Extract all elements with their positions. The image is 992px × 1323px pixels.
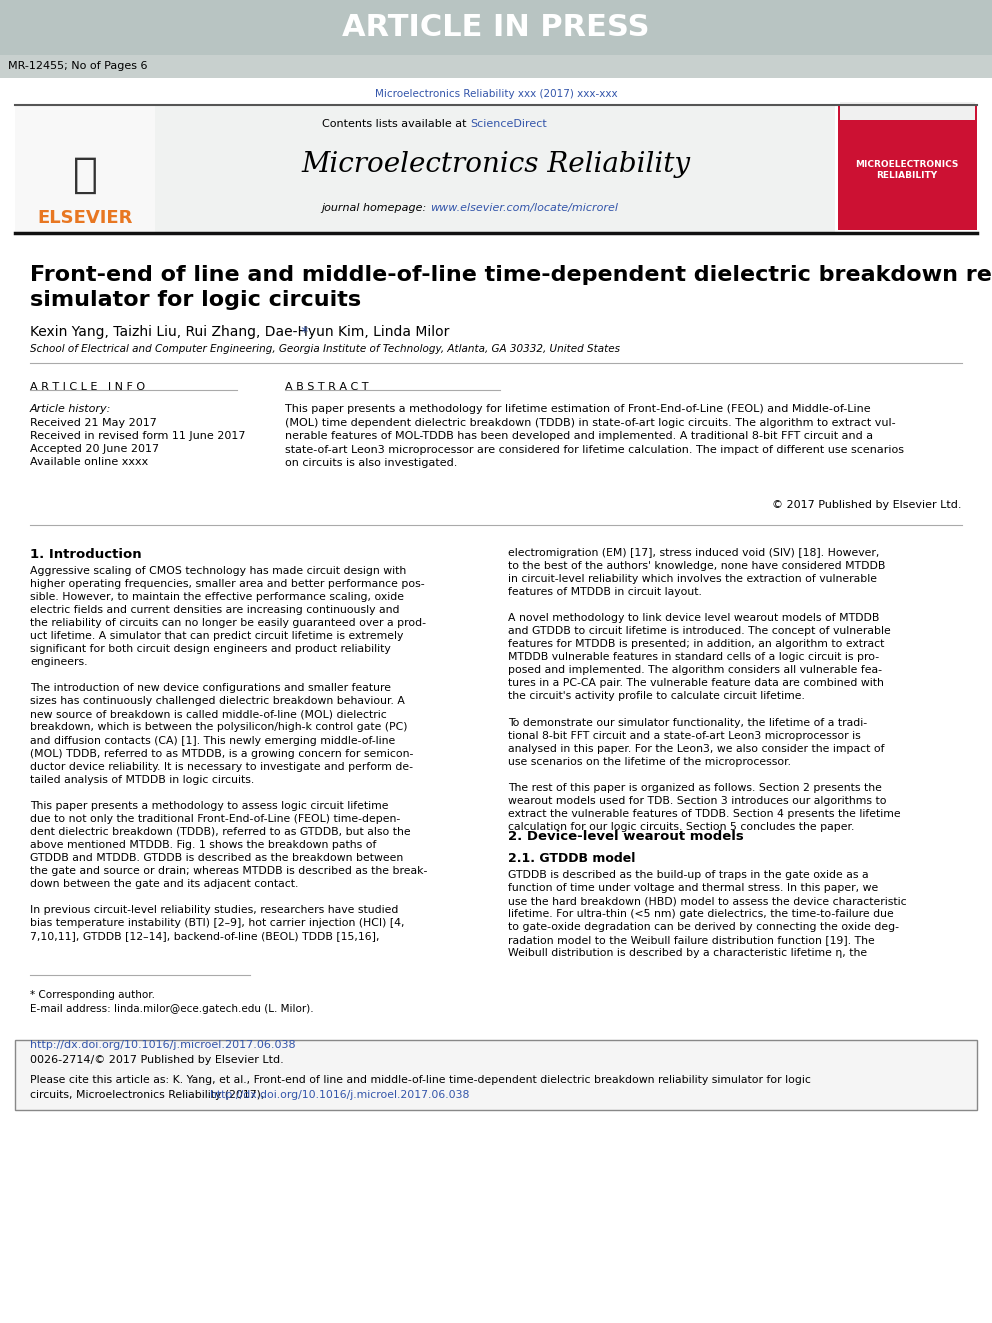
Bar [838, 105, 977, 230]
Bar [155, 105, 835, 232]
Text: * Corresponding author.: * Corresponding author. [30, 990, 155, 1000]
Text: *: * [30, 325, 309, 339]
Text: Received in revised form 11 June 2017: Received in revised form 11 June 2017 [30, 431, 245, 441]
Bar [15, 1040, 977, 1110]
Bar [0, 0, 992, 56]
Text: Microelectronics Reliability xxx (2017) xxx-xxx: Microelectronics Reliability xxx (2017) … [375, 89, 617, 99]
Bar [0, 56, 992, 78]
Text: E-mail address: linda.milor@ece.gatech.edu (L. Milor).: E-mail address: linda.milor@ece.gatech.e… [30, 1004, 313, 1013]
Text: MR-12455; No of Pages 6: MR-12455; No of Pages 6 [8, 61, 148, 71]
Text: Accepted 20 June 2017: Accepted 20 June 2017 [30, 445, 159, 454]
Text: ARTICLE IN PRESS: ARTICLE IN PRESS [342, 12, 650, 41]
Text: Kexin Yang, Taizhi Liu, Rui Zhang, Dae-Hyun Kim, Linda Milor: Kexin Yang, Taizhi Liu, Rui Zhang, Dae-H… [30, 325, 453, 339]
Text: Aggressive scaling of CMOS technology has made circuit design with
higher operat: Aggressive scaling of CMOS technology ha… [30, 566, 428, 941]
Text: Contents lists available at: Contents lists available at [322, 119, 470, 130]
Text: Microelectronics Reliability: Microelectronics Reliability [302, 152, 690, 179]
Text: www.elsevier.com/locate/microrel: www.elsevier.com/locate/microrel [430, 202, 618, 213]
Text: Received 21 May 2017: Received 21 May 2017 [30, 418, 157, 429]
Bar [15, 105, 155, 232]
Text: Available online xxxx: Available online xxxx [30, 456, 148, 467]
Text: MICROELECTRONICS
RELIABILITY: MICROELECTRONICS RELIABILITY [855, 160, 958, 180]
Text: Front-end of line and middle-of-line time-dependent dielectric breakdown reliabi: Front-end of line and middle-of-line tim… [30, 265, 992, 310]
Text: 🌲: 🌲 [72, 153, 97, 196]
Text: A B S T R A C T: A B S T R A C T [285, 382, 368, 392]
Text: 2. Device-level wearout models: 2. Device-level wearout models [508, 830, 744, 843]
Text: © 2017 Published by Elsevier Ltd.: © 2017 Published by Elsevier Ltd. [773, 500, 962, 509]
Text: Please cite this article as: K. Yang, et al., Front-end of line and middle-of-li: Please cite this article as: K. Yang, et… [30, 1076, 810, 1085]
Bar [840, 102, 975, 120]
Text: http://dx.doi.org/10.1016/j.microel.2017.06.038: http://dx.doi.org/10.1016/j.microel.2017… [210, 1090, 469, 1099]
Text: electromigration (EM) [17], stress induced void (SIV) [18]. However,
to the best: electromigration (EM) [17], stress induc… [508, 548, 901, 832]
Text: A R T I C L E   I N F O: A R T I C L E I N F O [30, 382, 145, 392]
Text: 2.1. GTDDB model: 2.1. GTDDB model [508, 852, 635, 865]
Text: GTDDB is described as the build-up of traps in the gate oxide as a
function of t: GTDDB is described as the build-up of tr… [508, 871, 907, 958]
Text: 0026-2714/© 2017 Published by Elsevier Ltd.: 0026-2714/© 2017 Published by Elsevier L… [30, 1054, 284, 1065]
Text: journal homepage:: journal homepage: [321, 202, 430, 213]
Text: This paper presents a methodology for lifetime estimation of Front-End-of-Line (: This paper presents a methodology for li… [285, 404, 904, 468]
Text: http://dx.doi.org/10.1016/j.microel.2017.06.038: http://dx.doi.org/10.1016/j.microel.2017… [30, 1040, 296, 1050]
Text: ELSEVIER: ELSEVIER [38, 209, 133, 228]
Text: ScienceDirect: ScienceDirect [470, 119, 547, 130]
Text: Article history:: Article history: [30, 404, 111, 414]
Text: circuits, Microelectronics Reliability (2017),: circuits, Microelectronics Reliability (… [30, 1090, 268, 1099]
Text: School of Electrical and Computer Engineering, Georgia Institute of Technology, : School of Electrical and Computer Engine… [30, 344, 620, 355]
Text: 1. Introduction: 1. Introduction [30, 548, 142, 561]
